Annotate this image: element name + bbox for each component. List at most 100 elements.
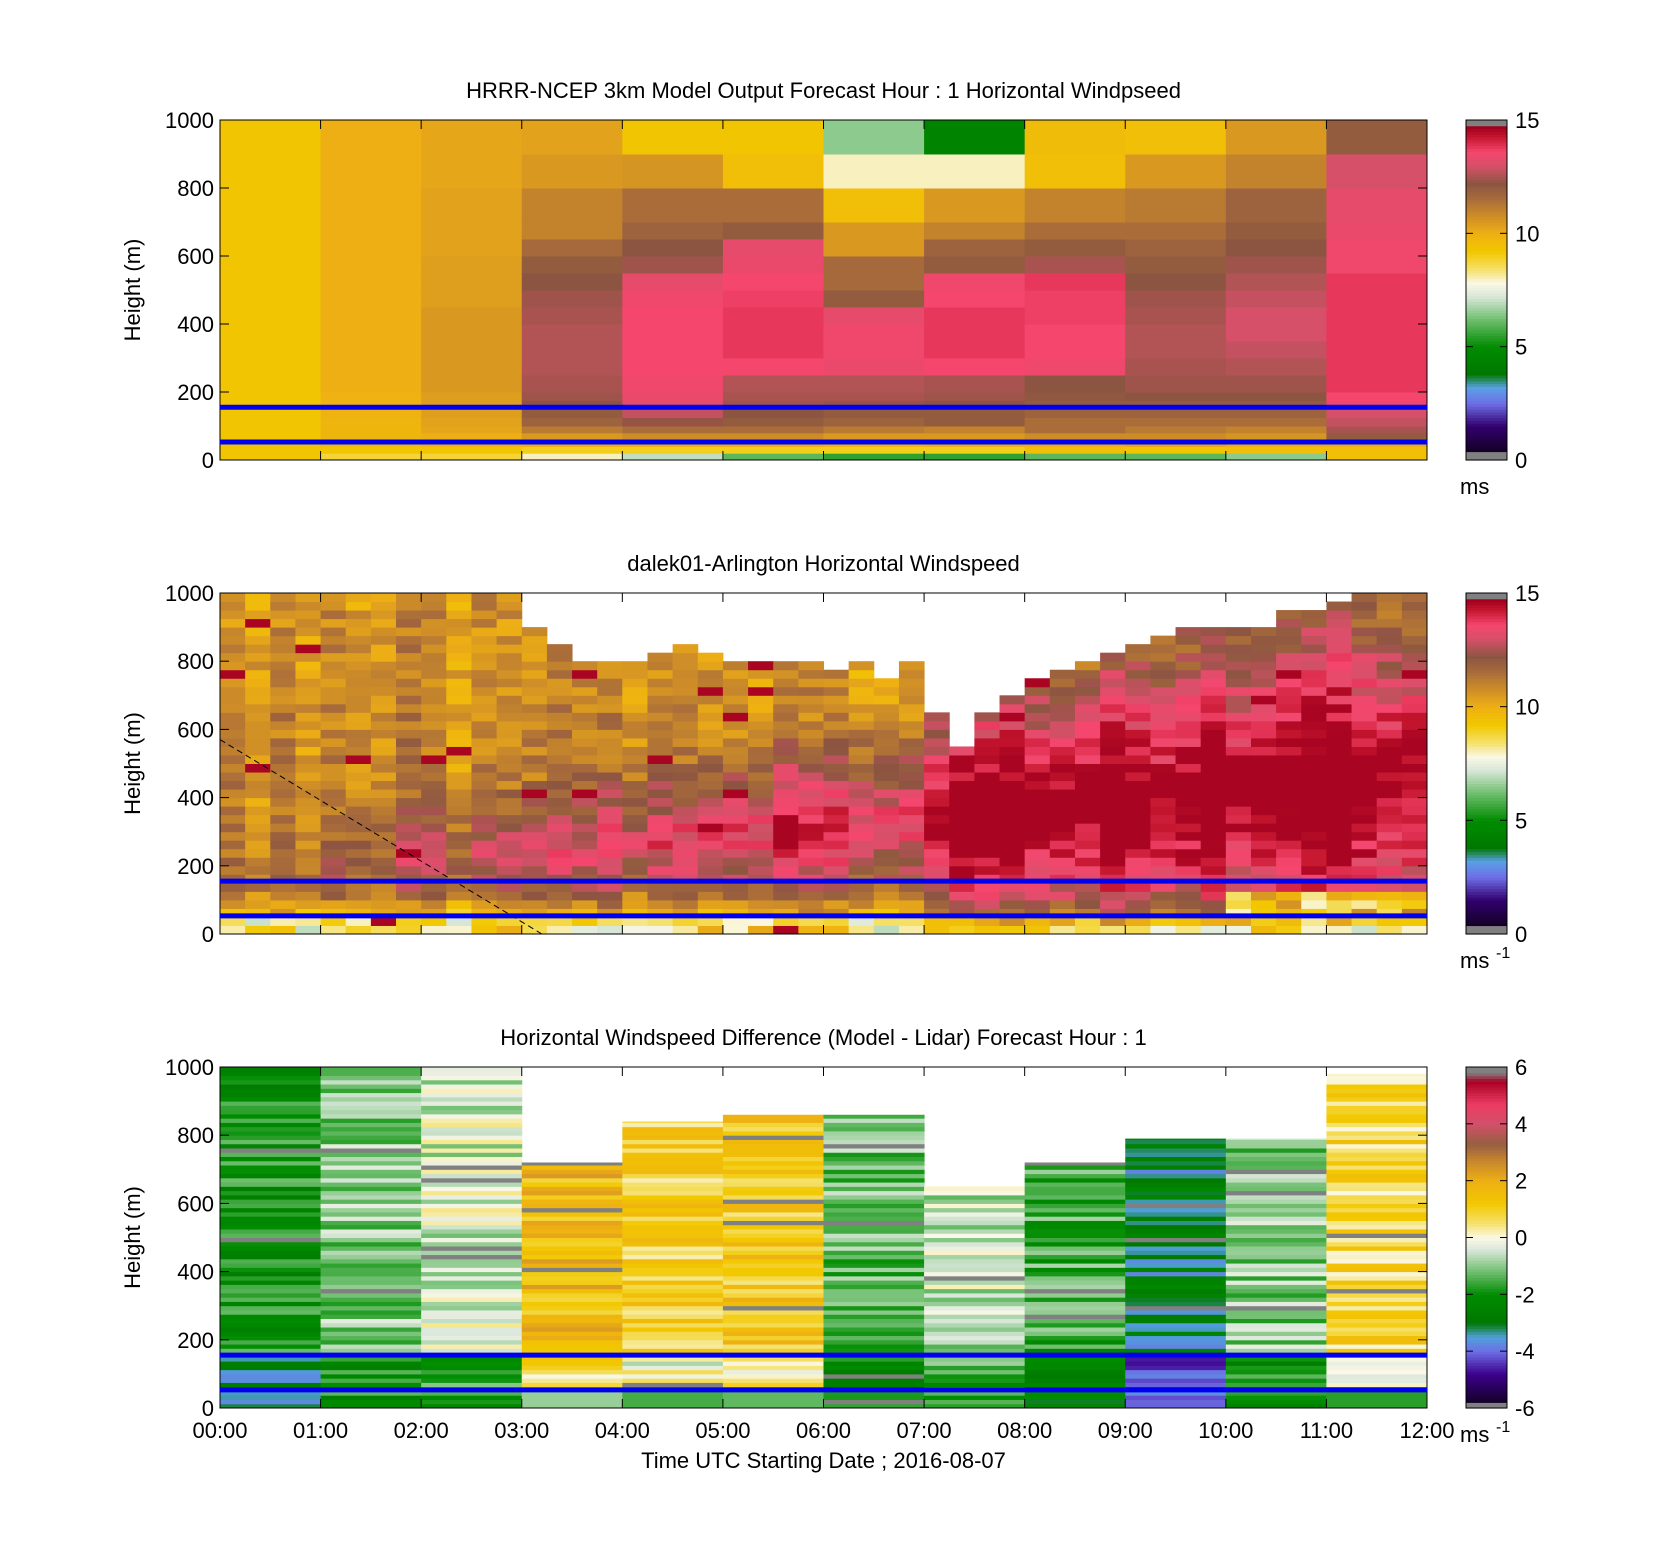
heatmap-cell (697, 669, 724, 679)
heatmap-cell (924, 1237, 1026, 1243)
heatmap-cell (521, 806, 548, 816)
heatmap-cell (848, 695, 875, 705)
heatmap-cell (823, 908, 850, 918)
heatmap-cell (320, 712, 347, 722)
heatmap-cell (697, 831, 724, 841)
heatmap-cell (345, 848, 372, 858)
heatmap-cell (295, 908, 322, 918)
heatmap-cell (245, 652, 271, 662)
heatmap-cell (1125, 737, 1151, 747)
heatmap-cell (823, 392, 925, 401)
heatmap-cell (1125, 1258, 1227, 1264)
heatmap-cell (245, 763, 271, 773)
heatmap-cell (471, 627, 498, 637)
heatmap-cell (873, 899, 900, 909)
heatmap-cell (521, 256, 623, 274)
heatmap-cell (722, 1250, 824, 1256)
heatmap-cell (1125, 1275, 1227, 1281)
heatmap-cell (521, 1373, 623, 1379)
heatmap-cell (924, 1369, 1026, 1375)
heatmap-cell (1326, 154, 1428, 189)
heatmap-cell (722, 1190, 824, 1196)
heatmap-cell (446, 729, 472, 739)
heatmap-cell (496, 754, 523, 764)
heatmap-cell (421, 1344, 523, 1349)
heatmap-cell (1200, 865, 1227, 875)
heatmap-cell (823, 1301, 925, 1307)
heatmap-cell (496, 823, 523, 833)
heatmap-cell (370, 686, 397, 696)
heatmap-cell (320, 341, 422, 359)
heatmap-cell (320, 848, 347, 858)
heatmap-cell (1326, 426, 1428, 434)
heatmap-cell (1125, 669, 1151, 679)
heatmap-cell (924, 120, 1026, 155)
heatmap-cell (748, 678, 774, 688)
heatmap-cell (722, 1280, 824, 1285)
heatmap-cell (722, 1318, 824, 1324)
heatmap-cell (748, 780, 774, 790)
colorbar-segment (1466, 857, 1507, 861)
heatmap-cell (245, 848, 271, 858)
heatmap-cell (546, 891, 573, 901)
colorbar-segment (1466, 860, 1507, 864)
heatmap-cell (521, 120, 623, 155)
heatmap-cell (1250, 823, 1277, 833)
heatmap-cell (924, 1399, 1026, 1405)
colorbar-segment (1466, 321, 1507, 325)
heatmap-cell (722, 1203, 824, 1209)
colorbar-segment (1466, 1155, 1507, 1159)
heatmap-cell (924, 1263, 1026, 1268)
heatmap-cell (1225, 1275, 1327, 1281)
heatmap-cell (1351, 899, 1378, 909)
heatmap-cell (521, 925, 548, 935)
heatmap-cell (1049, 746, 1076, 756)
heatmap-cell (496, 857, 523, 867)
heatmap-cell (622, 290, 724, 308)
heatmap-cell (722, 1220, 824, 1226)
heatmap-cell (1326, 1292, 1428, 1298)
heatmap-cell (823, 1156, 925, 1162)
heatmap-cell (1125, 1224, 1227, 1230)
heatmap-cell (1175, 754, 1202, 764)
heatmap-cell (496, 618, 523, 628)
heatmap-cell (370, 593, 397, 603)
heatmap-cell (1326, 409, 1428, 418)
heatmap-cell (1225, 848, 1252, 858)
heatmap-cell (1376, 661, 1403, 671)
heatmap-cell (1225, 273, 1327, 291)
heatmap-cell (1276, 882, 1302, 892)
heatmap-cell (572, 720, 598, 730)
heatmap-cell (873, 848, 900, 858)
heatmap-cell (622, 307, 724, 325)
heatmap-cell (521, 1254, 623, 1260)
heatmap-cell (1074, 865, 1101, 875)
heatmap-cell (421, 1075, 523, 1081)
colorbar-segment (1466, 649, 1507, 654)
heatmap-cell (748, 754, 774, 764)
heatmap-cell (1175, 806, 1202, 816)
heatmap-cell (396, 891, 422, 901)
heatmap-cell (1200, 823, 1227, 833)
heatmap-cell (622, 1339, 724, 1345)
heatmap-cell (320, 1339, 422, 1345)
heatmap-cell (220, 1382, 322, 1388)
heatmap-cell (1351, 754, 1378, 764)
heatmap-cell (1401, 806, 1428, 816)
heatmap-cell (1200, 831, 1227, 841)
heatmap-cell (823, 1203, 925, 1209)
heatmap-cell (924, 1258, 1026, 1264)
heatmap-cell (1225, 891, 1252, 901)
heatmap-cell (1100, 797, 1126, 807)
heatmap-cell (1125, 1361, 1227, 1366)
heatmap-cell (370, 857, 397, 867)
heatmap-cell (1100, 806, 1126, 816)
heatmap-cell (597, 780, 623, 790)
heatmap-cell (396, 644, 422, 654)
heatmap-cell (345, 686, 372, 696)
heatmap-cell (521, 307, 623, 325)
heatmap-cell (1125, 1203, 1227, 1209)
heatmap-cell (597, 806, 623, 816)
heatmap-cell (1301, 806, 1327, 816)
colorbar-segment (1466, 698, 1507, 702)
